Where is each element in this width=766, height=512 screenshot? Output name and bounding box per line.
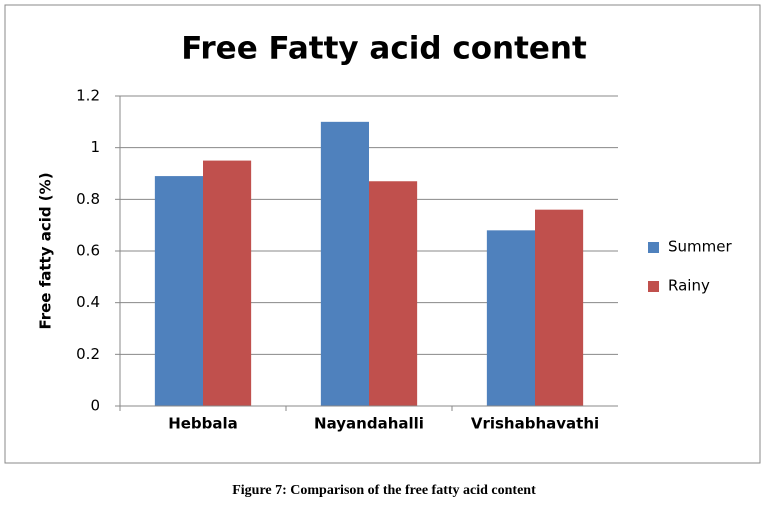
y-tick-label: 0.6 — [76, 242, 100, 260]
caption: Figure 7: Comparison of the free fatty a… — [232, 483, 536, 498]
bar — [154, 176, 203, 406]
bar — [486, 230, 535, 406]
legend-swatch — [648, 242, 659, 253]
bar — [369, 181, 418, 406]
bar — [535, 209, 584, 406]
x-tick-label: Nayandahalli — [314, 415, 424, 433]
bar — [203, 160, 252, 406]
legend-label: Summer — [668, 238, 732, 256]
x-tick-label: Vrishabhavathi — [471, 415, 599, 433]
chart-title: Free Fatty acid content — [181, 31, 587, 67]
legend-swatch — [648, 281, 659, 292]
y-tick-label: 0.8 — [76, 190, 100, 208]
y-tick-label: 1.2 — [76, 87, 100, 105]
bar — [320, 121, 369, 406]
y-tick-label: 0.4 — [76, 293, 100, 311]
y-tick-label: 0.2 — [76, 345, 100, 363]
legend-label: Rainy — [668, 277, 710, 295]
y-tick-label: 1 — [90, 138, 100, 156]
y-axis-label: Free fatty acid (%) — [37, 172, 55, 329]
x-tick-label: Hebbala — [168, 415, 238, 433]
y-tick-label: 0 — [90, 397, 100, 415]
